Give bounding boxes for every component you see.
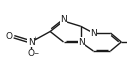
Text: −: − <box>34 50 39 56</box>
Text: N: N <box>90 29 97 38</box>
Text: O: O <box>6 32 13 41</box>
Text: N: N <box>28 38 35 46</box>
Text: O: O <box>28 50 35 58</box>
Text: N: N <box>60 16 67 25</box>
Text: +: + <box>33 35 38 41</box>
Text: N: N <box>78 38 85 46</box>
